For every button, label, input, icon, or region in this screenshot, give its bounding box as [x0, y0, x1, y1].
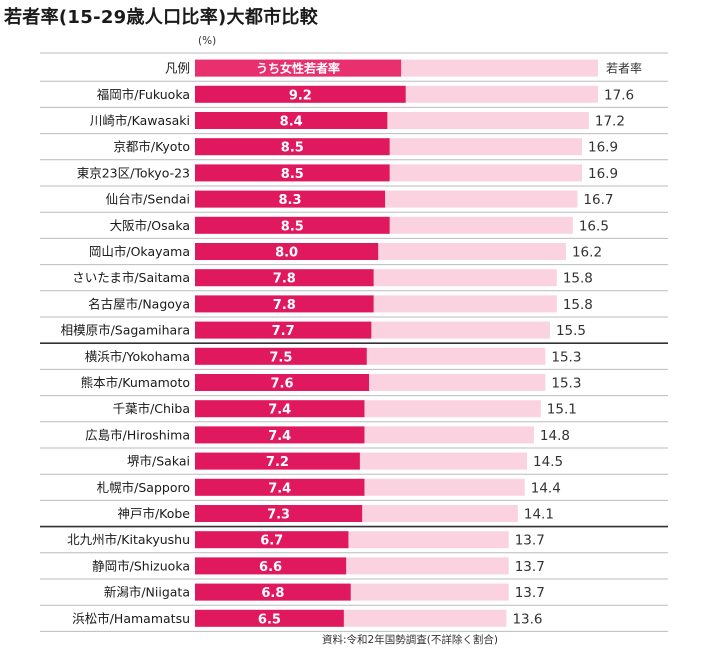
category-label: 静岡市/Shizuoka — [92, 558, 190, 573]
data-label-female: 7.7 — [272, 324, 295, 339]
category-label: 熊本市/Kumamoto — [81, 375, 190, 390]
category-label: 大阪市/Osaka — [110, 218, 190, 233]
category-label: 浜松市/Hamamatsu — [72, 611, 190, 626]
data-label-total: 15.8 — [563, 297, 593, 313]
bar-female — [195, 609, 344, 627]
legend-title: 凡例 — [165, 61, 190, 76]
category-label: 仙台市/Sendai — [106, 192, 190, 207]
legend-swatch-female — [195, 59, 402, 77]
bar-female — [195, 452, 360, 470]
data-label-total: 14.1 — [524, 507, 554, 523]
data-label-female: 6.5 — [258, 612, 281, 627]
category-label: 新潟市/Niigata — [104, 585, 190, 600]
data-label-female: 7.6 — [271, 377, 294, 392]
data-label-female: 7.3 — [267, 508, 290, 523]
data-label-total: 13.7 — [515, 585, 545, 601]
bar-female — [195, 557, 347, 575]
bar-female — [195, 583, 351, 601]
data-label-total: 15.1 — [547, 402, 577, 418]
bar-female — [195, 216, 390, 234]
data-label-total: 16.7 — [583, 192, 613, 208]
category-label: 堺市/Sakai — [127, 454, 190, 469]
bar-female — [195, 400, 365, 418]
unit-label: (%) — [198, 35, 217, 47]
data-label-total: 13.7 — [515, 559, 545, 575]
bar-female — [195, 347, 367, 365]
data-label-total: 14.5 — [533, 454, 563, 470]
category-label: 福岡市/Fukuoka — [97, 87, 190, 102]
bar-female — [195, 269, 374, 287]
bar-female — [195, 426, 365, 444]
data-label-female: 8.5 — [281, 167, 304, 182]
data-label-total: 13.7 — [515, 533, 545, 549]
legend-entry-total: 若者率 — [606, 61, 642, 76]
data-label-female: 7.4 — [268, 429, 291, 444]
data-label-total: 15.5 — [556, 323, 586, 339]
bar-female — [195, 164, 390, 182]
data-label-female: 8.5 — [281, 219, 304, 234]
bar-female — [195, 85, 406, 103]
category-label: 岡山市/Okayama — [89, 244, 190, 259]
source-note: 資料:令和2年国勢調査(不詳除く割合) — [322, 634, 498, 646]
category-label: 札幌市/Sapporo — [97, 480, 190, 495]
category-label: 北九州市/Kitakyushu — [67, 532, 190, 547]
bar-female — [195, 505, 363, 522]
data-label-female: 7.4 — [268, 403, 291, 418]
category-label: 広島市/Hiroshima — [85, 427, 190, 442]
data-label-female: 9.2 — [289, 88, 312, 103]
data-label-female: 8.0 — [275, 246, 298, 261]
bar-female — [195, 138, 390, 156]
data-label-female: 8.3 — [279, 193, 302, 208]
data-label-female: 7.8 — [273, 298, 296, 313]
bar-female — [195, 190, 386, 208]
data-label-female: 6.6 — [259, 560, 282, 575]
data-label-total: 17.6 — [604, 87, 634, 103]
data-label-female: 7.2 — [266, 455, 289, 470]
data-label-total: 16.9 — [588, 140, 618, 156]
category-label: さいたま市/Saitama — [72, 270, 190, 285]
data-label-female: 7.5 — [269, 350, 292, 365]
category-label: 相模原市/Sagamihara — [61, 323, 190, 338]
chart-title: 若者率(15-29歳人口比率)大都市比較 — [4, 7, 319, 28]
category-label: 神戸市/Kobe — [117, 506, 190, 521]
data-label-female: 7.8 — [273, 272, 296, 287]
category-label: 京都市/Kyoto — [113, 139, 190, 154]
data-label-total: 15.3 — [551, 376, 581, 392]
data-label-total: 15.3 — [551, 349, 581, 365]
category-label: 横浜市/Yokohama — [85, 349, 190, 364]
bar-female — [195, 374, 370, 391]
data-label-total: 16.5 — [579, 218, 609, 234]
bar-female — [195, 531, 349, 549]
data-label-total: 17.2 — [595, 114, 625, 130]
data-label-total: 13.6 — [512, 611, 542, 627]
data-label-female: 8.5 — [281, 141, 304, 156]
data-label-female: 6.8 — [261, 586, 284, 601]
data-label-total: 16.9 — [588, 166, 618, 182]
category-label: 川崎市/Kawasaki — [90, 113, 190, 128]
bar-female — [195, 478, 365, 496]
data-label-female: 6.7 — [260, 534, 283, 549]
bar-female — [195, 112, 388, 129]
data-label-female: 8.4 — [280, 115, 303, 130]
category-label: 東京23区/Tokyo-23 — [77, 165, 190, 180]
data-label-total: 14.4 — [531, 480, 561, 496]
bar-female — [195, 295, 374, 313]
legend-entry-female: うち女性若者率 — [256, 61, 340, 76]
category-label: 千葉市/Chiba — [113, 401, 190, 416]
bar-female — [195, 243, 379, 260]
bar-female — [195, 321, 372, 339]
data-label-female: 7.4 — [268, 481, 291, 496]
data-label-total: 16.2 — [572, 245, 602, 261]
data-label-total: 14.8 — [540, 428, 570, 444]
data-label-total: 15.8 — [563, 271, 593, 287]
category-label: 名古屋市/Nagoya — [88, 296, 190, 311]
